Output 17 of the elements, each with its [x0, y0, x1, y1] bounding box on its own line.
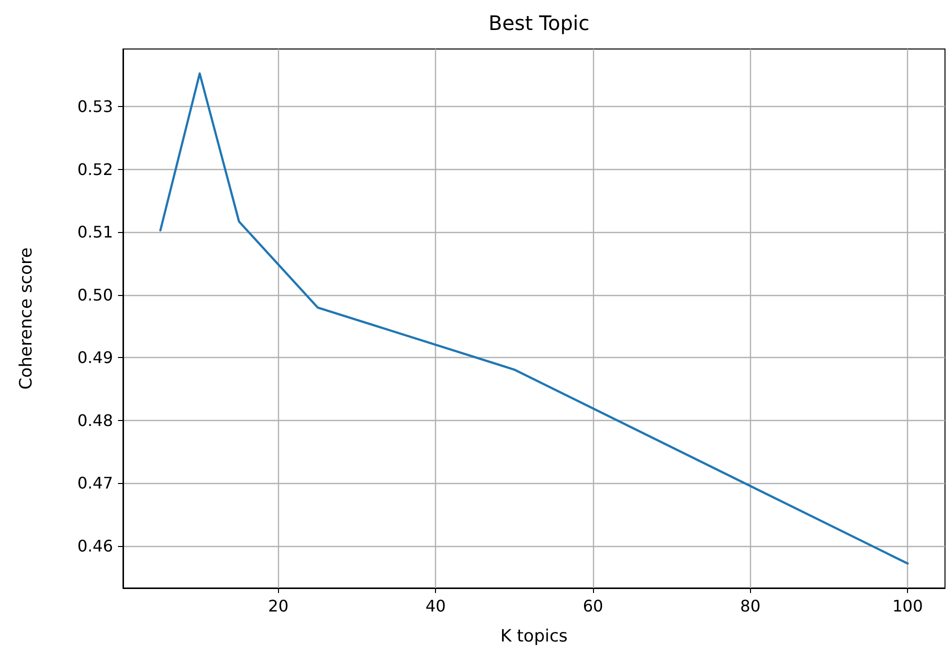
x-tick-label: 20	[268, 596, 289, 616]
y-axis-title: Coherence score	[16, 247, 36, 390]
chart-title: Best Topic	[488, 11, 590, 35]
x-tick-label: 40	[425, 596, 446, 616]
y-tick-label: 0.53	[77, 97, 113, 116]
y-tick-label: 0.47	[77, 474, 113, 493]
x-tick-label: 80	[740, 596, 760, 616]
y-tick-label: 0.51	[77, 222, 113, 242]
y-tick-label: 0.52	[77, 160, 113, 179]
x-tick-label: 60	[582, 596, 604, 616]
line-series	[159, 72, 909, 565]
y-tick-label: 0.50	[77, 285, 113, 304]
x-axis-title: K topics	[500, 626, 568, 646]
y-tick-label: 0.46	[77, 536, 113, 556]
y-tick-label: 0.48	[77, 410, 113, 430]
x-tick-label: 100	[892, 596, 923, 616]
y-tick-label: 0.49	[77, 348, 113, 368]
